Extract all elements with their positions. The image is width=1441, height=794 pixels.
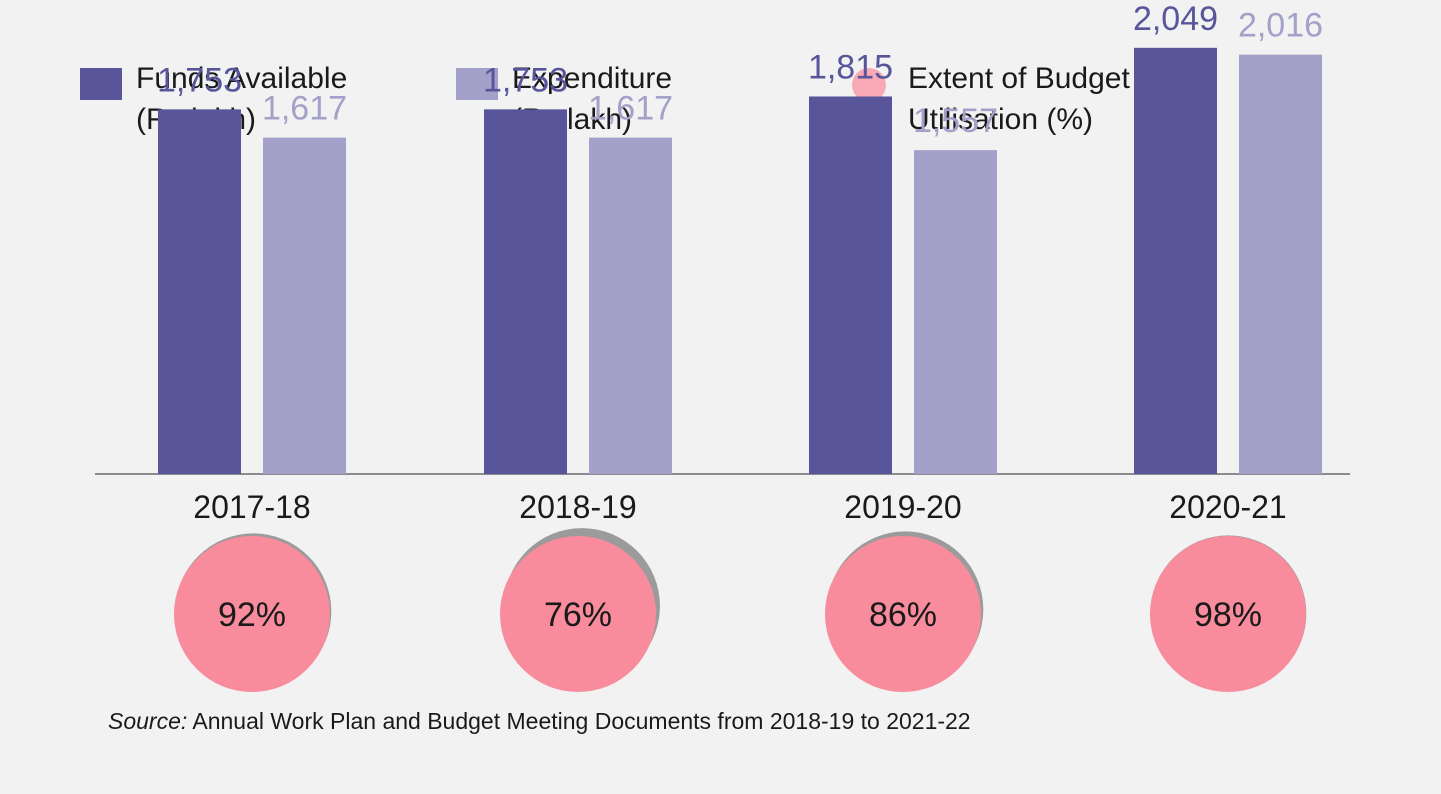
- utilisation-circle-2017-18: [174, 536, 330, 692]
- bar-expenditure-2019-20: [914, 150, 997, 475]
- category-label-2017-18: 2017-18: [193, 489, 310, 525]
- category-label-2020-21: 2020-21: [1169, 489, 1286, 525]
- legend-swatch-expenditure: [456, 68, 498, 100]
- legend-label-utilisation-line1: Extent of Budget: [908, 62, 1130, 95]
- bar-funds-2018-19: [484, 109, 567, 474]
- legend-label-utilisation-line2: Utilisation (%): [908, 103, 1094, 136]
- data-label-funds-2019-20: 1,815: [808, 48, 893, 86]
- bar-expenditure-2017-18: [263, 137, 346, 474]
- source-text: Annual Work Plan and Budget Meeting Docu…: [187, 708, 971, 734]
- legend-dot-utilisation: [852, 68, 886, 102]
- utilisation-label-2017-18: 92%: [218, 596, 286, 634]
- legend-label-utilisation: Extent of Budget Utilisation (%): [908, 58, 1130, 140]
- data-label-expenditure-2017-18: 1,617: [262, 90, 347, 128]
- category-label-2018-19: 2018-19: [519, 489, 636, 525]
- bar-expenditure-2020-21: [1239, 54, 1322, 475]
- data-label-funds-2017-18: 1,753: [157, 61, 242, 99]
- utilisation-circle-2018-19: [500, 536, 656, 692]
- utilisation-label-2019-20: 86%: [869, 596, 937, 634]
- utilisation-label-2018-19: 76%: [544, 596, 612, 634]
- legend-label-expenditure-line1: Expenditure: [512, 62, 673, 95]
- bar-expenditure-2018-19: [589, 137, 672, 474]
- data-label-expenditure-2018-19: 1,617: [588, 90, 673, 128]
- source-note: Source: Annual Work Plan and Budget Meet…: [108, 708, 971, 735]
- legend-label-expenditure: Expenditure (Rs lakh): [512, 58, 672, 140]
- data-label-funds-2018-19: 1,753: [483, 61, 568, 99]
- data-label-expenditure-2020-21: 2,016: [1238, 7, 1323, 45]
- utilisation-label-2020-21: 98%: [1194, 596, 1262, 634]
- data-label-funds-2020-21: 2,049: [1133, 0, 1218, 38]
- data-label-expenditure-2019-20: 1,557: [913, 102, 998, 140]
- bar-funds-2019-20: [809, 96, 892, 474]
- utilisation-circle-2019-20: [825, 536, 981, 692]
- legend-label-funds-line1: Funds Available: [136, 62, 348, 95]
- category-label-2019-20: 2019-20: [844, 489, 961, 525]
- utilisation-circle-2020-21: [1150, 536, 1306, 692]
- legend-swatch-funds: [80, 68, 122, 100]
- source-label: Source:: [108, 708, 188, 734]
- bar-funds-2017-18: [158, 109, 241, 474]
- bar-funds-2020-21: [1134, 47, 1217, 475]
- legend: Funds Available (Rs lakh) Expenditure (R…: [0, 0, 1441, 140]
